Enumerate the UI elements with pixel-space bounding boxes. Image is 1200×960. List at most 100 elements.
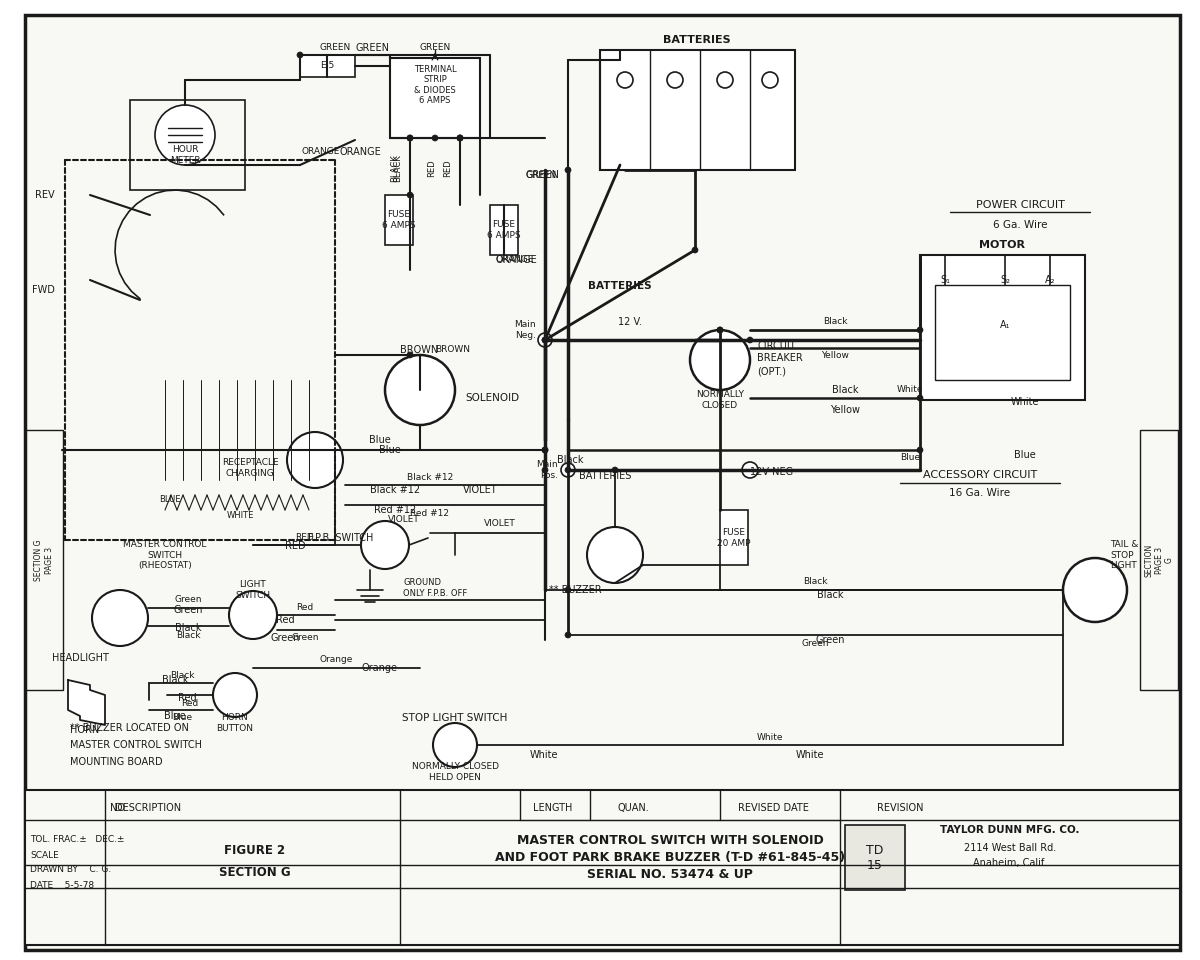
Circle shape (746, 337, 754, 343)
Circle shape (433, 723, 478, 767)
Bar (25, 430, 64, 690)
Circle shape (407, 192, 413, 198)
Text: A₁: A₁ (1000, 320, 1010, 330)
Text: ** BUZZER: ** BUZZER (548, 585, 601, 595)
Text: White: White (896, 386, 923, 395)
Circle shape (214, 673, 257, 717)
Circle shape (542, 337, 548, 343)
Text: LENGTH: LENGTH (533, 803, 572, 813)
Text: Blue: Blue (172, 713, 192, 723)
Text: BLACK: BLACK (394, 155, 402, 181)
Text: Black #12: Black #12 (370, 485, 420, 495)
Circle shape (742, 462, 758, 478)
Circle shape (457, 135, 463, 141)
Text: RED: RED (284, 541, 305, 551)
Bar (385, 195, 413, 245)
Text: Black: Black (175, 623, 202, 633)
Text: ** BUZZER LOCATED ON: ** BUZZER LOCATED ON (70, 723, 188, 733)
Text: Black: Black (169, 671, 194, 681)
Text: ORANGE: ORANGE (496, 255, 533, 265)
Text: WHITE: WHITE (227, 511, 253, 519)
Text: Red: Red (296, 604, 313, 612)
Circle shape (298, 52, 302, 58)
Text: MOUNTING BOARD: MOUNTING BOARD (70, 757, 163, 767)
Text: S₂: S₂ (1000, 275, 1010, 285)
Text: Green: Green (815, 635, 845, 645)
Circle shape (361, 521, 409, 569)
Circle shape (565, 467, 571, 473)
Circle shape (587, 527, 643, 583)
Text: Green: Green (174, 595, 202, 605)
Text: White: White (1010, 397, 1039, 407)
Text: FUSE
20 AMP: FUSE 20 AMP (718, 528, 751, 548)
Text: A₂: A₂ (1045, 275, 1055, 285)
Text: 16 Ga. Wire: 16 Ga. Wire (949, 488, 1010, 498)
Text: VIOLET: VIOLET (484, 518, 516, 527)
Text: Red: Red (276, 615, 294, 625)
Circle shape (718, 327, 722, 333)
Text: STOP LIGHT SWITCH: STOP LIGHT SWITCH (402, 713, 508, 723)
Circle shape (917, 395, 923, 401)
Text: QUAN.: QUAN. (617, 803, 649, 813)
Text: TAYLOR DUNN MFG. CO.: TAYLOR DUNN MFG. CO. (941, 825, 1080, 835)
Text: Yellow: Yellow (821, 351, 848, 361)
Text: SECTION
PAGE 3
G: SECTION PAGE 3 G (1144, 543, 1174, 577)
Text: Blue: Blue (900, 453, 920, 463)
Text: Main
Pos.: Main Pos. (536, 460, 558, 480)
Text: BATTERIES: BATTERIES (664, 35, 731, 45)
Text: DESCRIPTION: DESCRIPTION (115, 803, 181, 813)
Circle shape (538, 333, 552, 347)
Circle shape (667, 72, 683, 88)
Text: GROUND
ONLY F.P.B. OFF: GROUND ONLY F.P.B. OFF (403, 578, 467, 598)
Text: MOTOR: MOTOR (979, 240, 1025, 250)
Text: Black: Black (823, 318, 847, 326)
Text: FIGURE 2: FIGURE 2 (224, 844, 286, 856)
Bar (720, 510, 748, 565)
Text: HOUR
METER: HOUR METER (169, 145, 200, 165)
Circle shape (917, 327, 923, 333)
Circle shape (617, 72, 634, 88)
Text: GREEN: GREEN (526, 170, 559, 180)
Text: F.P.B. SWITCH: F.P.B. SWITCH (308, 533, 373, 543)
Text: Black: Black (557, 455, 583, 465)
Text: Yellow: Yellow (830, 405, 860, 415)
Text: Red: Red (178, 693, 197, 703)
Text: NORMALLY
CLOSED: NORMALLY CLOSED (696, 391, 744, 410)
Text: VIOLET: VIOLET (388, 516, 420, 524)
Circle shape (565, 587, 571, 593)
Text: MASTER CONTROL SWITCH WITH SOLENOID: MASTER CONTROL SWITCH WITH SOLENOID (517, 833, 823, 847)
Text: Red #12: Red #12 (410, 510, 450, 518)
Text: Red: Red (181, 699, 199, 708)
Circle shape (542, 337, 548, 343)
Circle shape (565, 632, 571, 638)
Circle shape (612, 467, 618, 473)
Text: GREEN: GREEN (320, 43, 352, 53)
Text: Black: Black (832, 385, 858, 395)
Bar (25, 790, 1180, 945)
Bar (490, 205, 518, 255)
Text: HORN
BUTTON: HORN BUTTON (216, 713, 253, 732)
Text: 12V NEG: 12V NEG (750, 467, 793, 477)
Text: REVISED DATE: REVISED DATE (738, 803, 809, 813)
Text: RED: RED (427, 159, 437, 177)
Text: Green: Green (802, 638, 829, 647)
Text: FUSE
6 AMPS: FUSE 6 AMPS (382, 210, 416, 229)
Text: RED: RED (295, 533, 314, 541)
Text: Black: Black (803, 578, 827, 587)
Text: AND FOOT PARK BRAKE BUZZER (T-D #61-845-45): AND FOOT PARK BRAKE BUZZER (T-D #61-845-… (494, 851, 845, 863)
Text: SCALE: SCALE (30, 851, 59, 859)
Text: (OPT.): (OPT.) (757, 367, 786, 377)
Text: VIOLET: VIOLET (463, 485, 497, 495)
Text: REV: REV (35, 190, 55, 200)
Text: REVISION: REVISION (877, 803, 923, 813)
Text: Black #12: Black #12 (407, 472, 454, 482)
Circle shape (1063, 558, 1127, 622)
Text: Blue: Blue (379, 445, 401, 455)
Circle shape (917, 447, 923, 453)
Text: 12 V.: 12 V. (618, 317, 642, 327)
Text: Blue: Blue (370, 435, 391, 445)
Bar (1140, 430, 1178, 690)
Text: DRAWN BY    C. G.: DRAWN BY C. G. (30, 866, 112, 875)
Circle shape (229, 591, 277, 639)
Text: Green: Green (292, 634, 319, 642)
